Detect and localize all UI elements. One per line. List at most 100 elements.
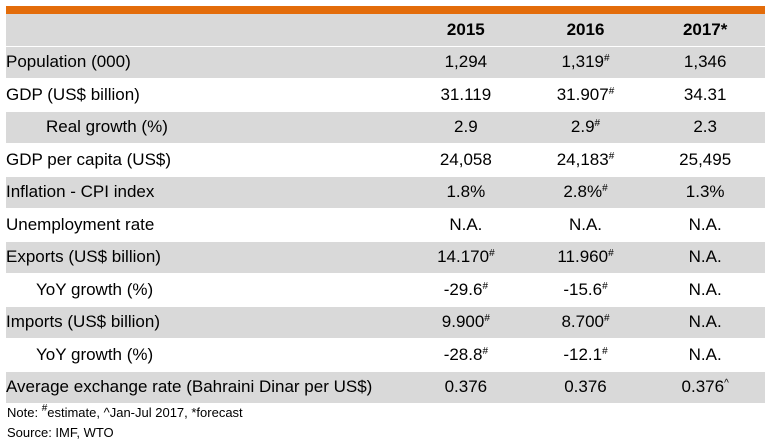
note-prefix: Note:: [7, 405, 42, 420]
value-cell: -28.8#: [406, 338, 526, 372]
note-rest: ^Jan-Jul 2017, *forecast: [103, 405, 243, 420]
row-label: Average exchange rate (Bahraini Dinar pe…: [6, 371, 407, 404]
cell-value: -12.1: [563, 344, 603, 364]
value-cell: -15.6#: [525, 273, 646, 307]
cell-value: 14.170: [437, 247, 490, 267]
row-label: Inflation - CPI index: [6, 176, 407, 209]
value-cell: 1,319#: [525, 46, 646, 79]
value-cell: 0.376: [525, 371, 646, 404]
table-row: GDP (US$ billion) 31.119 31.907# 34.31: [6, 78, 765, 112]
cell-value: -29.6: [443, 279, 483, 299]
cell-value: N.A.: [688, 214, 722, 234]
value-cell: -29.6#: [406, 273, 526, 307]
value-cell: 9.900#: [406, 306, 526, 339]
cell-value: 1,319: [561, 52, 604, 72]
row-label: Imports (US$ billion): [6, 306, 407, 339]
cell-value: 1.3%: [685, 182, 725, 202]
table-row: Imports (US$ billion) 9.900# 8.700# N.A.: [6, 306, 765, 339]
cell-mark: #: [482, 345, 488, 357]
cell-mark: #: [608, 248, 614, 260]
cell-value: N.A.: [688, 247, 722, 267]
cell-value: 0.376: [681, 377, 725, 397]
economic-indicators-table: 2015 2016 2017* Population (000) 1,294 1,3…: [6, 14, 765, 404]
value-cell: -12.1#: [525, 338, 646, 372]
cell-value: 1,346: [683, 52, 727, 72]
cell-value: 31.907: [556, 84, 609, 104]
value-cell: N.A.: [645, 273, 765, 307]
cell-mark: #: [484, 313, 490, 325]
table-row: Exports (US$ billion) 14.170# 11.960# N.A.: [6, 241, 765, 274]
row-label: Unemployment rate: [6, 208, 407, 242]
table-row: YoY growth (%) -29.6# -15.6# N.A.: [6, 273, 765, 307]
value-cell: N.A.: [525, 208, 646, 242]
value-cell: N.A.: [645, 338, 765, 372]
cell-value: N.A.: [688, 279, 722, 299]
source-note: Source: IMF, WTO: [7, 425, 114, 440]
cell-value: N.A.: [688, 344, 722, 364]
cell-mark: #: [602, 183, 608, 195]
value-cell: 2.8%#: [525, 176, 646, 209]
cell-value: -28.8: [443, 344, 483, 364]
value-cell: 31.907#: [525, 78, 646, 112]
cell-value: 2.9: [570, 117, 595, 137]
cell-value: 2.8%: [563, 182, 603, 202]
row-label: YoY growth (%): [6, 273, 407, 307]
value-cell: 11.960#: [525, 241, 646, 274]
table-row: Real growth (%) 2.9 2.9# 2.3: [6, 111, 765, 144]
table-body: Population (000) 1,294 1,319# 1,346 GDP (US$…: [6, 46, 765, 404]
value-cell: 24,183#: [525, 143, 646, 177]
cell-mark: #: [594, 118, 601, 130]
cell-value: 24,183: [556, 149, 609, 169]
value-cell: 25,495: [645, 143, 765, 177]
cell-value: 2.3: [693, 117, 717, 137]
footnote: Note: #estimate, ^Jan-Jul 2017, *forecas…: [7, 404, 243, 421]
header-year-2017: 2017*: [645, 14, 765, 47]
value-cell: 2.9#: [525, 111, 646, 144]
value-cell: 31.119: [406, 78, 526, 112]
value-cell: 8.700#: [525, 306, 646, 339]
table-row: Unemployment rate N.A. N.A. N.A.: [6, 208, 765, 242]
header-year-2016: 2016: [525, 14, 646, 47]
cell-mark: #: [482, 280, 488, 292]
note-estimate: estimate,: [47, 405, 104, 420]
value-cell: 14.170#: [406, 241, 526, 274]
cell-value: 34.31: [683, 84, 727, 104]
cell-value: 31.119: [440, 84, 492, 104]
value-cell: 1,346: [645, 46, 765, 79]
cell-value: 1,294: [444, 52, 488, 72]
header-label-cell: [6, 14, 407, 47]
cell-value: 1.8%: [446, 182, 486, 202]
value-cell: N.A.: [645, 208, 765, 242]
cell-mark: #: [489, 248, 495, 260]
cell-mark: #: [608, 85, 615, 97]
header-year-2015: 2015: [406, 14, 526, 47]
value-cell: 1,294: [406, 46, 526, 79]
value-cell: N.A.: [406, 208, 526, 242]
value-cell: 0.376^: [645, 371, 765, 404]
row-label: Real growth (%): [6, 111, 407, 144]
table-row: YoY growth (%) -28.8# -12.1# N.A.: [6, 338, 765, 372]
value-cell: 2.3: [645, 111, 765, 144]
cell-mark: #: [602, 345, 608, 357]
row-label: Exports (US$ billion): [6, 241, 407, 274]
table-row: Inflation - CPI index 1.8% 2.8%# 1.3%: [6, 176, 765, 209]
cell-value: 8.700: [561, 312, 604, 332]
cell-value: 24,058: [439, 149, 492, 169]
value-cell: N.A.: [645, 241, 765, 274]
value-cell: 2.9: [406, 111, 526, 144]
row-label: GDP (US$ billion): [6, 78, 407, 112]
table-row: GDP per capita (US$) 24,058 24,183# 25,495: [6, 143, 765, 177]
value-cell: 1.3%: [645, 176, 765, 209]
cell-mark: #: [608, 150, 615, 162]
row-label: GDP per capita (US$): [6, 143, 407, 177]
cell-mark: #: [602, 280, 608, 292]
cell-value: 25,495: [679, 149, 732, 169]
cell-mark: #: [603, 313, 610, 325]
top-accent-bar: [6, 6, 765, 14]
cell-value: 0.376: [444, 377, 488, 397]
cell-value: 0.376: [564, 377, 607, 397]
table-row: Population (000) 1,294 1,319# 1,346: [6, 46, 765, 79]
cell-mark: #: [603, 53, 610, 65]
cell-value: N.A.: [449, 214, 483, 234]
cell-mark: ^: [724, 378, 729, 390]
